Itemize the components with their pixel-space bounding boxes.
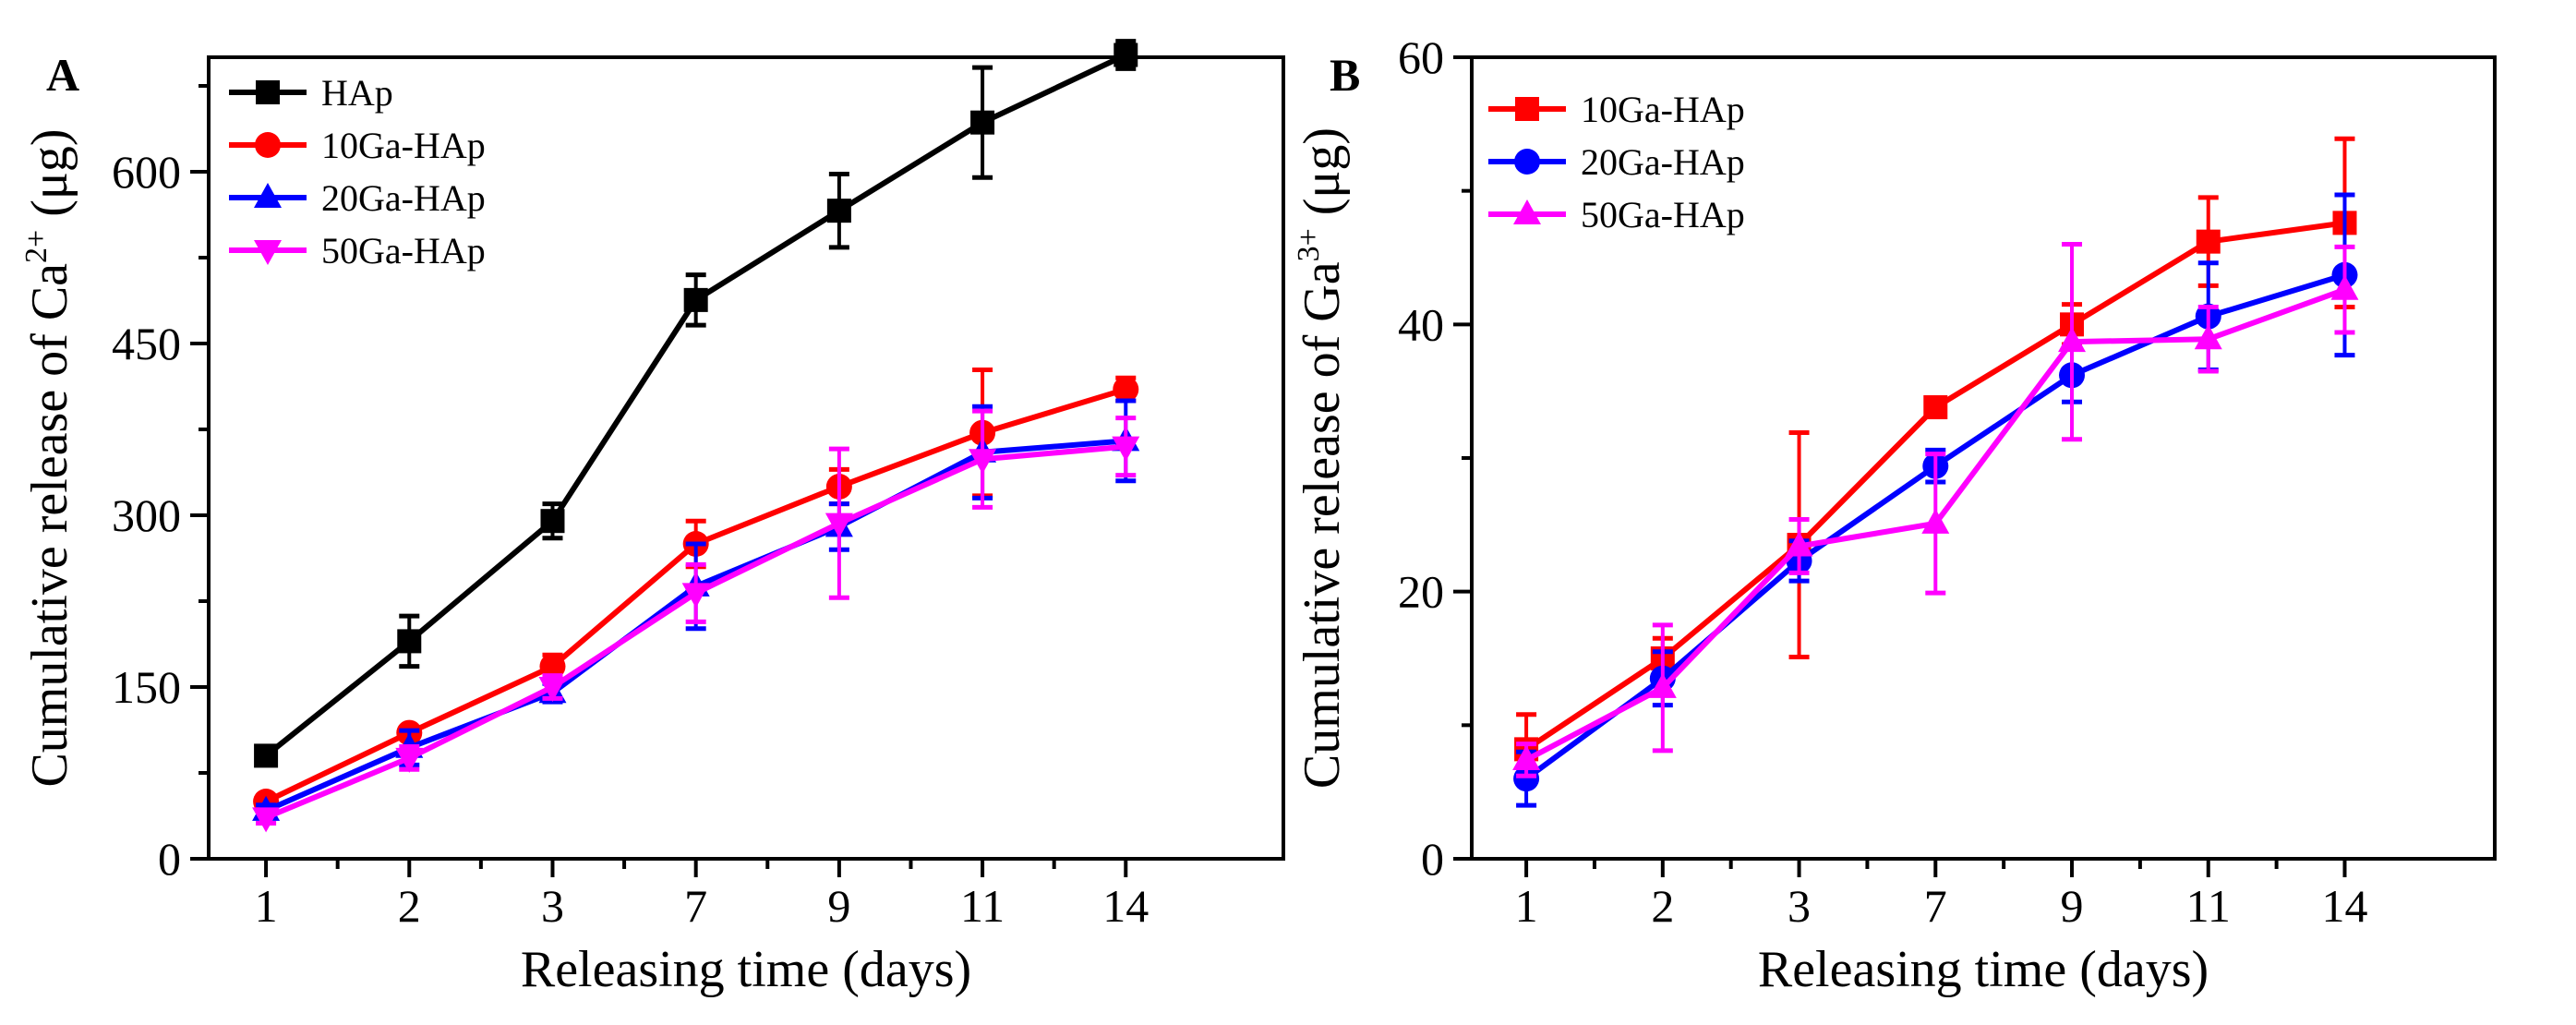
x-axis-title: Releasing time (days) bbox=[521, 941, 971, 998]
legend-marker bbox=[1514, 149, 1540, 175]
legend-entry: 10Ga-HAp bbox=[1488, 89, 1745, 130]
data-point bbox=[826, 199, 851, 223]
legend-label: 50Ga-HAp bbox=[321, 230, 486, 271]
x-axis-title: Releasing time (days) bbox=[1758, 941, 2209, 998]
y-axis-title: Cumulative release of Ga3+ (μg) bbox=[1292, 127, 1351, 789]
data-point bbox=[397, 629, 422, 654]
legend-entry: HAp bbox=[229, 72, 393, 114]
legend-label: 20Ga-HAp bbox=[1581, 141, 1745, 183]
x-tick-label: 11 bbox=[2186, 880, 2231, 932]
data-point bbox=[540, 509, 565, 534]
x-tick-label: 3 bbox=[541, 880, 564, 932]
data-point bbox=[1785, 531, 1813, 557]
legend-marker bbox=[1513, 199, 1541, 224]
data-point bbox=[539, 653, 566, 680]
x-tick-label: 3 bbox=[1788, 880, 1811, 932]
data-point bbox=[1113, 376, 1139, 403]
data-point bbox=[825, 512, 853, 538]
legend-marker bbox=[1515, 97, 1539, 121]
data-point bbox=[683, 287, 708, 312]
data-point bbox=[969, 449, 997, 475]
x-tick-label: 2 bbox=[1651, 880, 1674, 932]
legend-marker bbox=[254, 183, 282, 208]
y-tick-label: 40 bbox=[1398, 298, 1444, 350]
y-tick-label: 300 bbox=[112, 489, 181, 541]
data-point bbox=[252, 807, 281, 833]
data-point bbox=[1921, 508, 1950, 534]
legend-entry: 20Ga-HAp bbox=[229, 177, 486, 219]
data-point bbox=[2194, 324, 2222, 350]
x-tick-label: 11 bbox=[960, 880, 1005, 932]
legend-marker bbox=[255, 132, 281, 158]
x-tick-label: 9 bbox=[827, 880, 850, 932]
data-point bbox=[1648, 672, 1677, 698]
series-HAp bbox=[254, 39, 1138, 768]
y-tick-label: 450 bbox=[112, 318, 181, 369]
data-point bbox=[1512, 744, 1541, 770]
legend-label: HAp bbox=[321, 72, 393, 114]
y-tick-label: 20 bbox=[1398, 566, 1444, 618]
x-tick-label: 2 bbox=[398, 880, 421, 932]
legend-entry: 50Ga-HAp bbox=[229, 230, 486, 271]
legend-marker bbox=[254, 240, 282, 265]
data-point bbox=[970, 110, 995, 135]
series-50Ga-HAp bbox=[1512, 242, 2359, 778]
legend-label: 10Ga-HAp bbox=[1581, 89, 1745, 130]
y-tick-label: 60 bbox=[1398, 31, 1444, 83]
legend-label: 50Ga-HAp bbox=[1581, 194, 1745, 235]
legend-entry: 20Ga-HAp bbox=[1488, 141, 1745, 183]
data-point bbox=[1923, 395, 1948, 420]
y-tick-label: 0 bbox=[1421, 833, 1444, 885]
legend-label: 20Ga-HAp bbox=[321, 177, 486, 219]
data-point bbox=[2330, 274, 2359, 300]
x-tick-label: 1 bbox=[1515, 880, 1538, 932]
x-tick-label: 14 bbox=[2321, 880, 2367, 932]
data-point bbox=[1112, 436, 1140, 462]
x-tick-label: 14 bbox=[1102, 880, 1149, 932]
plot-frame bbox=[207, 55, 1285, 861]
panel-b: 1 2 3 7 9 11 14 0 20 40 60 Releasing time (days) Cum… bbox=[1292, 31, 2497, 998]
y-axis-title: Cumulative release of Ca2+ (μg) bbox=[19, 128, 78, 787]
y-tick-label: 0 bbox=[158, 833, 181, 885]
legend-entry: 10Ga-HAp bbox=[229, 125, 486, 166]
y-tick-label: 150 bbox=[112, 661, 181, 713]
x-tick-label: 9 bbox=[2061, 880, 2084, 932]
panel-label: B bbox=[1330, 49, 1360, 101]
legend-entry: 50Ga-HAp bbox=[1488, 194, 1745, 235]
data-point bbox=[1113, 42, 1138, 67]
data-point bbox=[2196, 229, 2221, 254]
data-point bbox=[538, 677, 567, 702]
series-line bbox=[264, 443, 1126, 821]
data-point bbox=[395, 747, 424, 773]
x-tick-label: 7 bbox=[1924, 880, 1947, 932]
data-point bbox=[2058, 327, 2087, 353]
legend-label: 10Ga-HAp bbox=[321, 125, 486, 166]
data-point bbox=[254, 743, 279, 768]
data-point bbox=[681, 583, 710, 609]
panel-a: 1 2 3 7 9 11 14 0 150 300 450 600 Releasing time (da… bbox=[19, 39, 1285, 998]
panel-label: A bbox=[46, 49, 79, 101]
data-point bbox=[1513, 766, 1540, 792]
series-50Ga-HAp bbox=[252, 408, 1140, 833]
x-tick-label: 1 bbox=[255, 880, 278, 932]
y-tick-label: 600 bbox=[112, 146, 181, 198]
legend-marker bbox=[256, 80, 280, 104]
x-tick-label: 7 bbox=[684, 880, 707, 932]
